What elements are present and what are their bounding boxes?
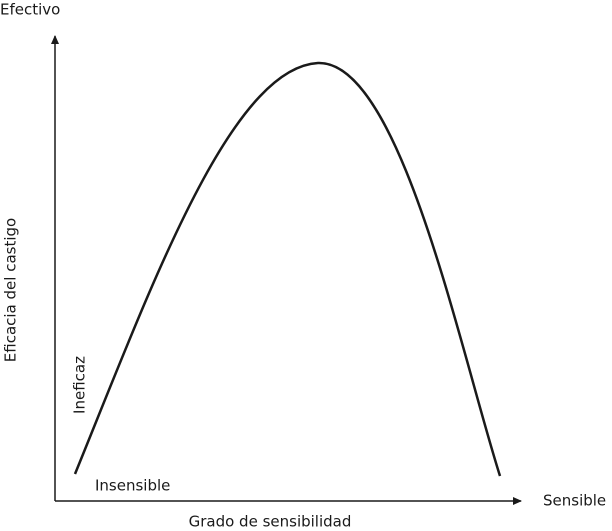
y-bottom-label: Ineficaz	[71, 356, 89, 414]
y-axis-title: Eficacia del castigo	[2, 218, 20, 362]
x-axis-title: Grado de sensibilidad	[189, 513, 352, 531]
x-right-label: Sensible	[543, 492, 606, 510]
x-left-label: Insensible	[95, 477, 170, 495]
y-top-label: Efectivo	[0, 1, 60, 19]
curve	[73, 61, 502, 477]
